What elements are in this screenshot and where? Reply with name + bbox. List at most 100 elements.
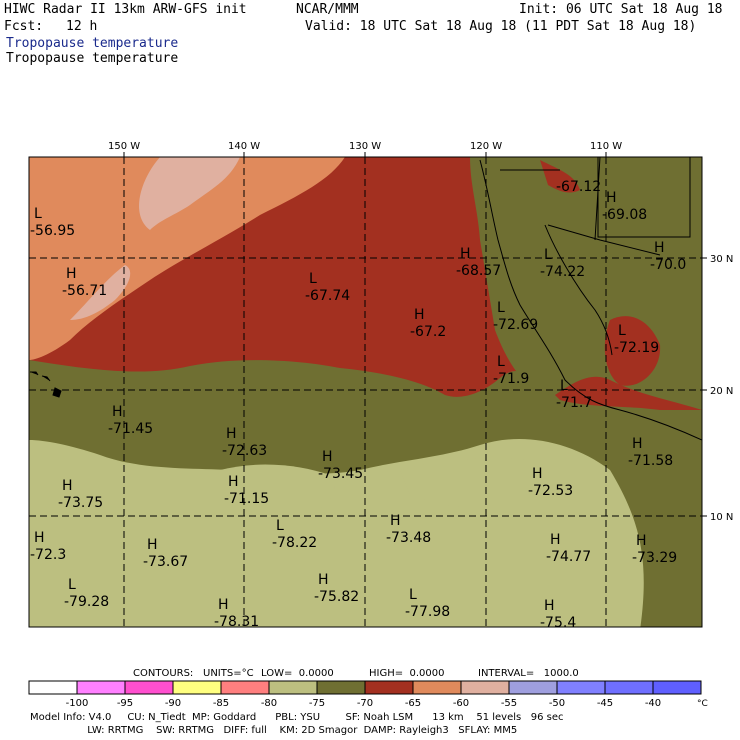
contours-label: CONTOURS: xyxy=(133,668,194,679)
colorbar-tick-label: -80 xyxy=(261,698,277,709)
extremum-value: -78.22 xyxy=(272,535,317,551)
extremum-marker: H-71.58 xyxy=(628,436,673,469)
band-minus60-minus55-b xyxy=(70,265,131,320)
colorbar-tick-label: -60 xyxy=(453,698,469,709)
colorbar-swatch xyxy=(28,680,78,695)
longitude-labels: 150 W 140 W 130 W 120 W 110 W xyxy=(108,141,622,152)
band-olive-middle xyxy=(29,360,702,627)
extremum-value: -73.75 xyxy=(58,495,103,511)
low-marker: L xyxy=(34,206,42,222)
valid-time: Valid: 18 UTC Sat 18 Aug 18 (11 PDT Sat … xyxy=(305,19,697,34)
extremum-value: -72.19 xyxy=(614,340,659,356)
field-title-secondary: Tropopause temperature xyxy=(6,51,179,66)
extremum-marker: H-71.45 xyxy=(108,404,153,437)
high-marker: H xyxy=(66,266,77,282)
forecast-hour: 12 h xyxy=(66,19,98,34)
extremum-marker: H-56.71 xyxy=(62,266,107,299)
lon-label-150w: 150 W xyxy=(108,141,140,152)
extremum-marker: H-73.67 xyxy=(143,537,188,570)
colorbar: -100 -95 -90 -85 -80 -75 -70 -65 -60 -55 -50 -45 -40… xyxy=(28,680,708,709)
extremum-marker: -67.12 xyxy=(556,179,601,195)
extrema-labels: L-56.95H-56.71L-67.74H-67.2H-68.57-67.12… xyxy=(30,179,686,631)
extremum-marker: H-75.4 xyxy=(540,598,576,631)
colorbar-tick-label: -70 xyxy=(357,698,373,709)
extremum-marker: L-72.19 xyxy=(614,323,659,356)
extremum-value: -73.67 xyxy=(143,554,188,570)
colorbar-tick-label: -100 xyxy=(66,698,89,709)
high-marker: H xyxy=(218,597,229,613)
extremum-marker: H-74.77 xyxy=(546,532,591,565)
extremum-value: -67.12 xyxy=(556,179,601,195)
high-marker: H xyxy=(550,532,561,548)
coastline xyxy=(479,159,702,441)
extremum-marker: H-68.57 xyxy=(456,246,501,279)
high-marker: H xyxy=(636,533,647,549)
low-marker: L xyxy=(497,354,505,370)
extremum-value: -72.53 xyxy=(528,483,573,499)
high-marker: H xyxy=(226,426,237,442)
frame-ticks xyxy=(123,152,707,517)
extremum-marker: H-73.48 xyxy=(386,513,431,546)
extremum-value: -74.77 xyxy=(546,549,591,565)
extremum-marker: H-72.53 xyxy=(528,466,573,499)
patch-north xyxy=(540,160,580,193)
colorbar-tick-label: -40 xyxy=(645,698,661,709)
high-marker: H xyxy=(414,307,425,323)
high-marker: H xyxy=(532,466,543,482)
colorbar-tick-label: -90 xyxy=(165,698,181,709)
high-label: HIGH= 0.0000 xyxy=(369,668,445,679)
lon-label-120w: 120 W xyxy=(470,141,502,152)
extremum-value: -69.08 xyxy=(602,207,647,223)
low-label: LOW= 0.0000 xyxy=(261,668,334,679)
colorbar-swatch xyxy=(364,680,414,695)
extremum-value: -75.4 xyxy=(540,615,576,631)
extremum-value: -77.98 xyxy=(405,604,450,620)
colorbar-tick-label: -50 xyxy=(549,698,565,709)
extremum-value: -79.28 xyxy=(64,594,109,610)
colorbar-tick-label: -55 xyxy=(501,698,517,709)
extremum-marker: L-72.69 xyxy=(493,300,538,333)
extremum-value: -78.31 xyxy=(214,614,259,630)
lat-lon-grid xyxy=(29,157,702,627)
high-marker: H xyxy=(318,572,329,588)
interval-label: INTERVAL= 1000.0 xyxy=(478,668,579,679)
baja-coast xyxy=(544,224,613,356)
border-box xyxy=(597,157,691,238)
low-marker: L xyxy=(309,271,317,287)
extremum-marker: H-78.31 xyxy=(214,597,259,630)
units-label: UNITS=°C xyxy=(203,668,254,679)
extremum-value: -71.9 xyxy=(493,371,529,387)
extremum-marker: H-72.3 xyxy=(30,530,66,563)
high-marker: H xyxy=(390,513,401,529)
extremum-value: -71.7 xyxy=(556,395,592,411)
high-marker: H xyxy=(62,478,73,494)
extremum-marker: H-69.08 xyxy=(602,190,647,223)
extremum-value: -71.58 xyxy=(628,453,673,469)
model-info-line2: LW: RRTMG SW: RRTMG DIFF: full KM: 2D Sm… xyxy=(30,725,518,736)
extremum-value: -72.69 xyxy=(493,317,538,333)
lat-label-20n: 20 N xyxy=(710,386,733,397)
field-title-primary: Tropopause temperature xyxy=(6,36,179,51)
colorbar-swatch xyxy=(652,680,702,695)
colorbar-tick-label: -85 xyxy=(213,698,229,709)
patch-mexico xyxy=(604,316,661,386)
low-marker: L xyxy=(276,518,284,534)
patch-light-a xyxy=(220,464,335,520)
extremum-marker: H-73.45 xyxy=(318,449,363,482)
extremum-marker: L-79.28 xyxy=(64,577,109,610)
high-marker: H xyxy=(147,537,158,553)
low-marker: L xyxy=(544,247,552,263)
high-marker: H xyxy=(632,436,643,452)
lon-label-140w: 140 W xyxy=(228,141,260,152)
extremum-value: -73.45 xyxy=(318,466,363,482)
colorbar-swatch xyxy=(412,680,462,695)
model-info-line1: Model Info: V4.0 CU: N_Tiedt MP: Goddard… xyxy=(30,712,564,723)
extremum-value: -73.29 xyxy=(632,550,677,566)
extremum-value: -56.71 xyxy=(62,283,107,299)
low-marker: L xyxy=(68,577,76,593)
colorbar-swatch xyxy=(556,680,606,695)
model-title: HIWC Radar II 13km ARW-GFS init xyxy=(4,2,247,17)
extremum-value: -71.45 xyxy=(108,421,153,437)
low-marker: L xyxy=(560,378,568,394)
extremum-marker: L-74.22 xyxy=(540,247,585,280)
